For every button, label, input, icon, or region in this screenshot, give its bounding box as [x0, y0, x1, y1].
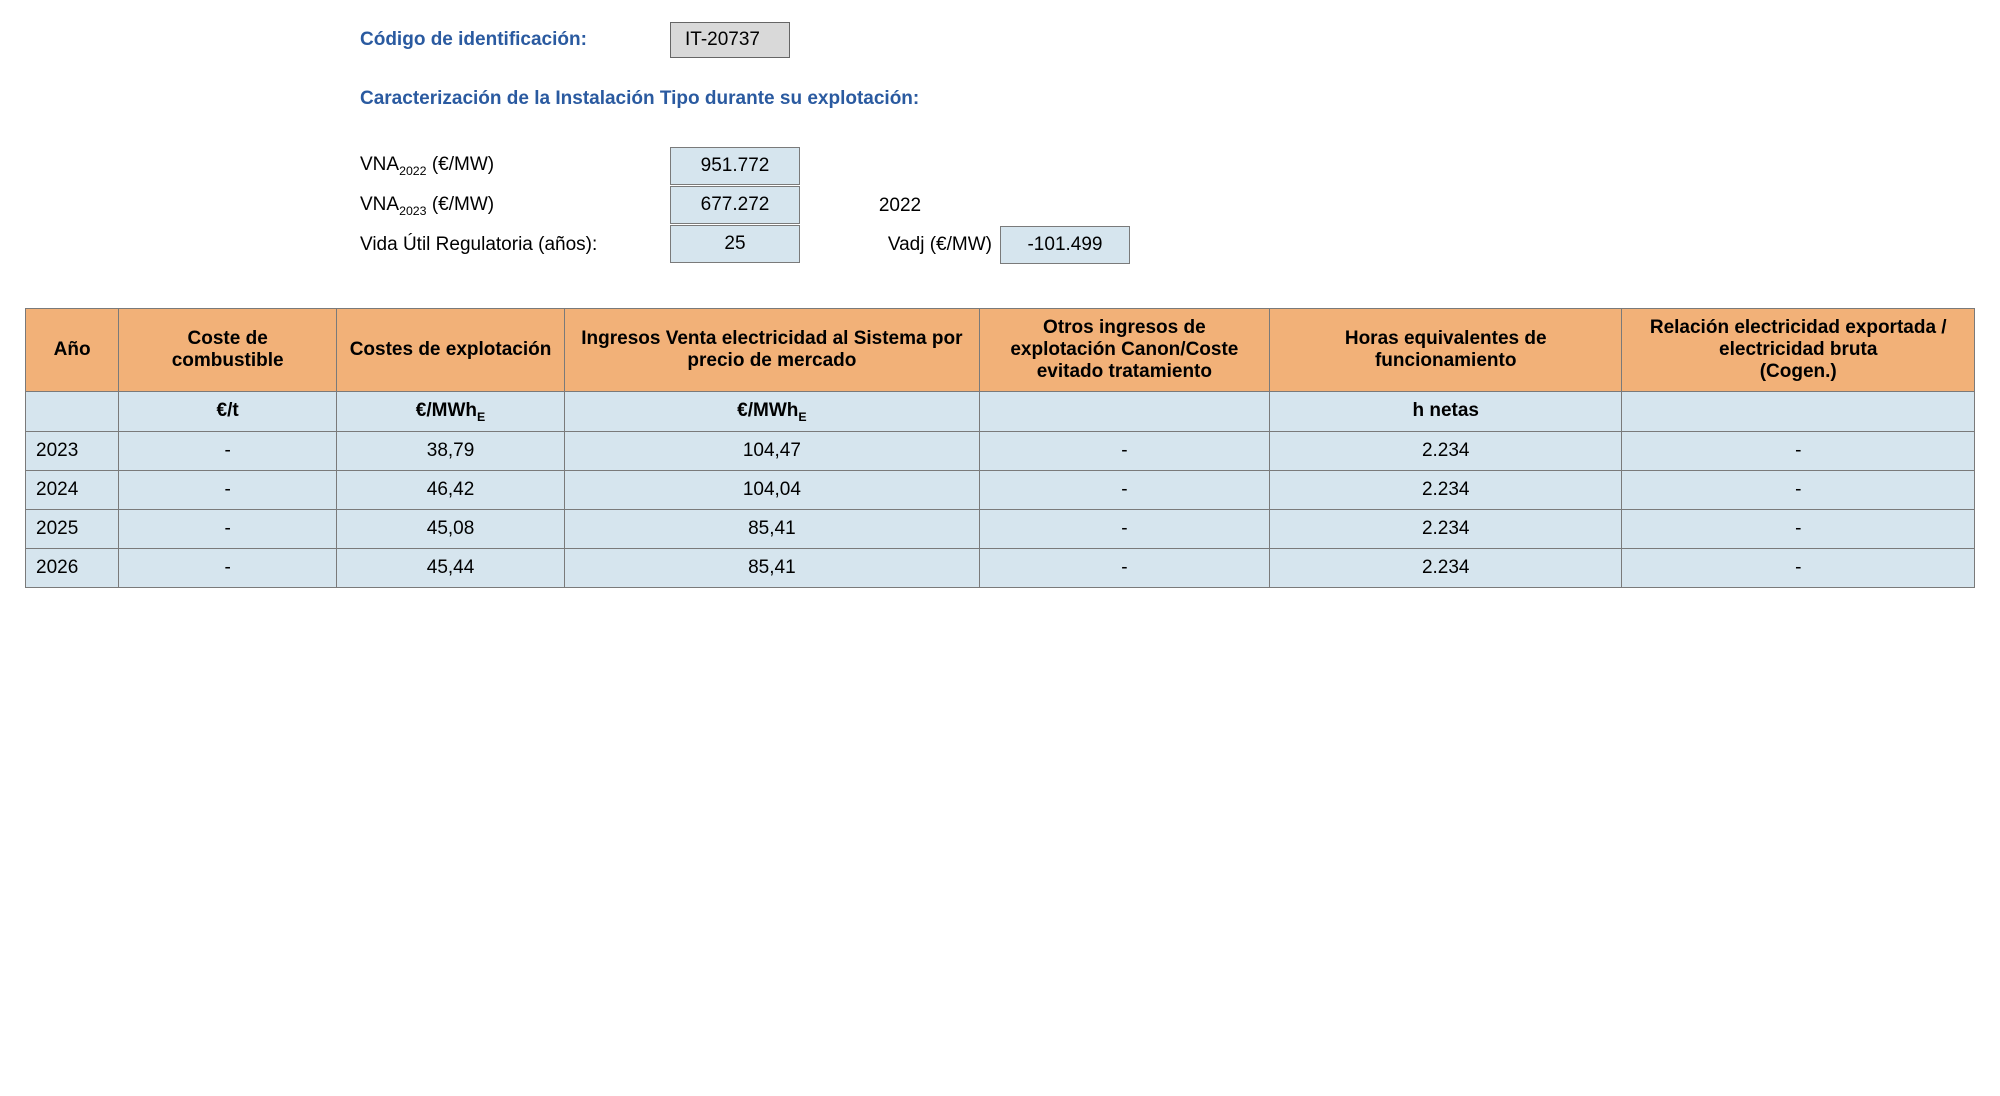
vna2023-value: 677.272: [670, 186, 800, 224]
vna2023-label: VNA2023 (€/MW): [360, 186, 670, 226]
id-label: Código de identificación:: [360, 29, 670, 51]
unit-hours: h netas: [1269, 391, 1621, 432]
vida-label: Vida Útil Regulatoria (años):: [360, 226, 670, 264]
cell-fuel: -: [119, 471, 337, 510]
table-head: Año Coste de combustible Costes de explo…: [26, 308, 1975, 391]
vida-value: 25: [670, 225, 800, 263]
cell-hours: 2.234: [1269, 432, 1621, 471]
table-row: 2023-38,79104,47-2.234-: [26, 432, 1975, 471]
cell-revenue: 104,04: [565, 471, 980, 510]
cell-year: 2025: [26, 510, 119, 549]
table-row: 2025-45,0885,41-2.234-: [26, 510, 1975, 549]
cell-fuel: -: [119, 432, 337, 471]
id-row: Código de identificación: IT-20737: [360, 20, 1975, 60]
cell-revenue: 85,41: [565, 510, 980, 549]
section-title: Caracterización de la Instalación Tipo d…: [360, 88, 1975, 110]
vna2023-sub: 2023: [399, 204, 426, 218]
th-hours: Horas equivalentes de funcionamiento: [1269, 308, 1621, 391]
vna2022-label-pre: VNA: [360, 154, 399, 175]
cell-ratio: -: [1622, 432, 1975, 471]
vna2022-label: VNA2022 (€/MW): [360, 146, 670, 186]
unit-fuel: €/t: [119, 391, 337, 432]
th-year: Año: [26, 308, 119, 391]
unit-ratio: [1622, 391, 1975, 432]
cell-other: -: [979, 549, 1269, 588]
table-row: 2024-46,42104,04-2.234-: [26, 471, 1975, 510]
vna2023-unit: (€/MW): [427, 194, 495, 215]
cell-ratio: -: [1622, 471, 1975, 510]
unit-opex-pre: €/MWh: [416, 400, 477, 421]
cell-fuel: -: [119, 549, 337, 588]
cell-revenue: 104,47: [565, 432, 980, 471]
th-opex: Costes de explotación: [337, 308, 565, 391]
data-table: Año Coste de combustible Costes de explo…: [25, 308, 1975, 589]
cell-year: 2024: [26, 471, 119, 510]
unit-revenue: €/MWhE: [565, 391, 980, 432]
table-row: 2026-45,4485,41-2.234-: [26, 549, 1975, 588]
cell-fuel: -: [119, 510, 337, 549]
year-ref: 2022: [800, 195, 1000, 217]
vadj-value: -101.499: [1000, 226, 1130, 264]
unit-revenue-pre: €/MWh: [737, 400, 798, 421]
vna2022-value: 951.772: [670, 147, 800, 185]
cell-revenue: 85,41: [565, 549, 980, 588]
header-block: Código de identificación: IT-20737 Carac…: [360, 20, 1975, 264]
cell-year: 2026: [26, 549, 119, 588]
unit-opex: €/MWhE: [337, 391, 565, 432]
cell-hours: 2.234: [1269, 510, 1621, 549]
cell-hours: 2.234: [1269, 549, 1621, 588]
table-body: €/t €/MWhE €/MWhE h netas 2023-38,79104,…: [26, 391, 1975, 588]
cell-other: -: [979, 510, 1269, 549]
cell-opex: 45,08: [337, 510, 565, 549]
cell-other: -: [979, 432, 1269, 471]
table-units-row: €/t €/MWhE €/MWhE h netas: [26, 391, 1975, 432]
vna2022-sub: 2022: [399, 164, 426, 178]
cell-opex: 46,42: [337, 471, 565, 510]
th-ratio-text: Relación electricidad exportada / electr…: [1650, 317, 1947, 382]
params-grid: VNA2022 (€/MW) 951.772 VNA2023 (€/MW) 67…: [360, 146, 1975, 264]
cell-opex: 45,44: [337, 549, 565, 588]
id-value-box: IT-20737: [670, 22, 790, 58]
cell-opex: 38,79: [337, 432, 565, 471]
unit-year: [26, 391, 119, 432]
vna2022-unit: (€/MW): [427, 154, 495, 175]
unit-revenue-sub: E: [798, 409, 806, 423]
table-header-row: Año Coste de combustible Costes de explo…: [26, 308, 1975, 391]
vadj-label: Vadj (€/MW): [800, 234, 1000, 256]
cell-ratio: -: [1622, 549, 1975, 588]
unit-opex-sub: E: [477, 409, 485, 423]
cell-other: -: [979, 471, 1269, 510]
unit-other: [979, 391, 1269, 432]
th-fuel: Coste de combustible: [119, 308, 337, 391]
cell-year: 2023: [26, 432, 119, 471]
th-revenue: Ingresos Venta electricidad al Sistema p…: [565, 308, 980, 391]
cell-hours: 2.234: [1269, 471, 1621, 510]
cell-ratio: -: [1622, 510, 1975, 549]
th-other: Otros ingresos de explotación Canon/Cost…: [979, 308, 1269, 391]
th-ratio: Relación electricidad exportada / electr…: [1622, 308, 1975, 391]
vna2023-label-pre: VNA: [360, 194, 399, 215]
